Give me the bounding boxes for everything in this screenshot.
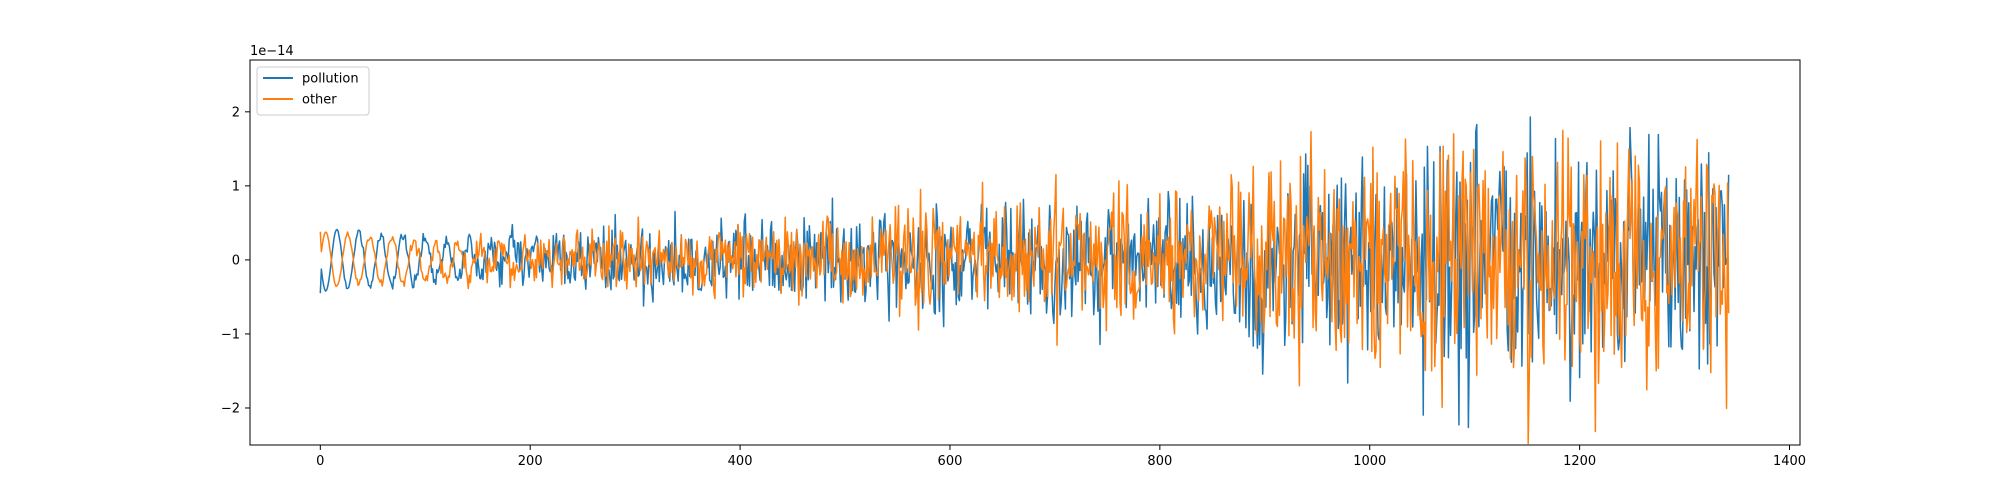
x-tick-label: 1200 xyxy=(1563,454,1596,469)
x-tick-label: 0 xyxy=(316,454,324,469)
y-tick-label: −1 xyxy=(221,327,240,342)
y-tick-label: 0 xyxy=(232,253,240,268)
x-tick-label: 400 xyxy=(728,454,753,469)
legend-label-pollution: pollution xyxy=(302,72,359,87)
legend-label-other: other xyxy=(302,93,337,108)
x-axis: 0 200 400 600 800 1000 1200 1400 xyxy=(316,445,1806,469)
x-tick-label: 1000 xyxy=(1353,454,1386,469)
x-tick-label: 200 xyxy=(518,454,543,469)
series-layer xyxy=(319,116,1730,445)
series-line-other xyxy=(319,129,1730,445)
legend: pollution other xyxy=(256,66,370,116)
y-tick-label: 1 xyxy=(232,179,240,194)
y-tick-label: −2 xyxy=(221,401,240,416)
y-tick-label: 2 xyxy=(232,105,240,120)
x-tick-label: 800 xyxy=(1147,454,1172,469)
x-tick-label: 600 xyxy=(938,454,963,469)
x-tick-label: 1400 xyxy=(1773,454,1806,469)
plot-frame xyxy=(249,59,1801,446)
y-axis: −2 −1 0 1 2 xyxy=(221,105,250,416)
y-offset-label: 1e−14 xyxy=(250,44,294,59)
